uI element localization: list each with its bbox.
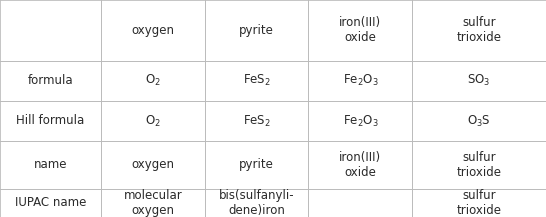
Text: Fe$_2$O$_3$: Fe$_2$O$_3$ [342,73,378,88]
Text: formula: formula [28,74,73,87]
Text: iron(III)
oxide: iron(III) oxide [339,16,382,44]
Text: IUPAC name: IUPAC name [15,196,86,209]
Text: O$_2$: O$_2$ [145,73,161,88]
Text: oxygen: oxygen [132,158,174,171]
Text: iron(III)
oxide: iron(III) oxide [339,151,382,179]
Text: FeS$_2$: FeS$_2$ [242,113,271,128]
Text: bis(sulfanyli-
dene)iron: bis(sulfanyli- dene)iron [219,189,294,217]
Text: name: name [34,158,67,171]
Text: pyrite: pyrite [239,24,274,37]
Text: oxygen: oxygen [132,24,174,37]
Text: pyrite: pyrite [239,158,274,171]
Text: FeS$_2$: FeS$_2$ [242,73,271,88]
Text: O$_2$: O$_2$ [145,113,161,128]
Text: sulfur
trioxide: sulfur trioxide [456,16,502,44]
Text: Fe$_2$O$_3$: Fe$_2$O$_3$ [342,113,378,128]
Text: SO$_3$: SO$_3$ [467,73,491,88]
Text: sulfur
trioxide: sulfur trioxide [456,189,502,217]
Text: molecular
oxygen: molecular oxygen [123,189,182,217]
Text: Hill formula: Hill formula [16,115,85,127]
Text: O$_3$S: O$_3$S [467,113,491,128]
Text: sulfur
trioxide: sulfur trioxide [456,151,502,179]
